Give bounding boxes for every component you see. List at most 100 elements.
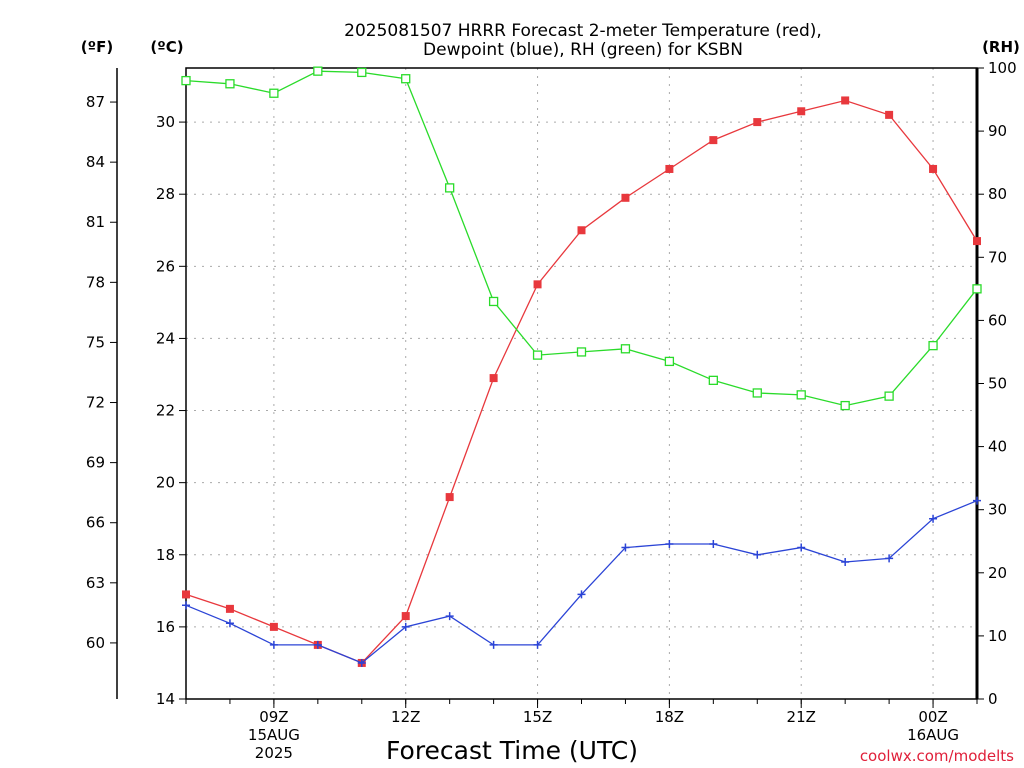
temperature-point — [533, 280, 542, 289]
fahrenheit-tick-label: 78 — [86, 273, 105, 291]
rh-tick-label: 90 — [988, 122, 1007, 140]
rh-point — [532, 350, 543, 360]
temperature-point — [577, 226, 586, 235]
dewpoint-point — [577, 590, 586, 599]
rh-point — [401, 74, 411, 84]
dewpoint-point — [225, 619, 234, 628]
data-series — [181, 66, 982, 667]
temperature-point — [445, 493, 454, 502]
dewpoint-point — [885, 554, 894, 563]
rh-tick-label: 30 — [988, 501, 1007, 519]
temperature-point — [269, 622, 278, 631]
rh-point — [357, 67, 367, 78]
rh-point — [972, 284, 982, 294]
rh-point — [576, 347, 587, 357]
dewpoint-point — [797, 543, 806, 552]
rh-point — [313, 66, 323, 76]
rh-tick-label: 10 — [988, 627, 1007, 645]
temperature-point — [709, 136, 718, 145]
rh-tick-label: 50 — [988, 375, 1007, 393]
x-tick-label: 16AUG — [907, 726, 959, 744]
x-tick-label: 15AUG — [248, 726, 300, 744]
fahrenheit-tick-label: 87 — [86, 93, 105, 111]
series-dewpoint — [182, 496, 981, 667]
dewpoint-point — [973, 496, 981, 505]
temperature-point — [621, 193, 630, 202]
rh-tick-label: 70 — [988, 248, 1007, 266]
x-tick-label: 09Z — [259, 708, 288, 726]
plot-frame — [185, 67, 978, 700]
rh-point — [928, 340, 938, 351]
fahrenheit-tick-label: 72 — [86, 394, 105, 412]
rh-point — [664, 356, 675, 367]
fahrenheit-tick-label: 69 — [86, 454, 105, 472]
rh-point — [269, 88, 279, 98]
rh-tick-label: 60 — [988, 311, 1007, 329]
rh-point — [620, 344, 631, 354]
temperature-point — [489, 374, 498, 383]
series-temperature — [182, 96, 981, 667]
temperature-point — [885, 110, 894, 119]
series-rh — [181, 66, 982, 411]
chart-subtitle: Dewpoint (blue), RH (green) for KSBN — [423, 40, 743, 60]
dewpoint-point — [533, 640, 542, 649]
dewpoint-point — [401, 622, 410, 631]
rh-point — [488, 296, 499, 307]
fahrenheit-tick-label: 75 — [86, 333, 105, 351]
axes: 14 16 18 20 22 24 26 28 30 60 63 66 69 72 75 78 81 84 87 0 1… — [86, 59, 1017, 762]
rh-axis-unit: (RH) — [982, 38, 1020, 56]
rh-point — [840, 400, 850, 411]
x-tick-label: 00Z — [918, 708, 947, 726]
celsius-axis-unit: (ºC) — [150, 38, 183, 56]
rh-point — [445, 183, 455, 193]
celsius-tick-label: 22 — [156, 402, 175, 420]
rh-point — [225, 79, 235, 89]
x-tick-label: 12Z — [391, 708, 420, 726]
grid-lines — [186, 68, 977, 699]
x-axis-label: Forecast Time (UTC) — [386, 736, 638, 765]
dewpoint-point — [357, 658, 366, 667]
rh-point — [181, 75, 191, 86]
temperature-point — [225, 604, 234, 613]
celsius-tick-label: 26 — [156, 257, 175, 275]
dewpoint-point — [445, 612, 454, 621]
celsius-tick-label: 24 — [156, 329, 175, 347]
rh-tick-label: 40 — [988, 438, 1007, 456]
rh-point — [796, 390, 806, 400]
rh-point — [884, 391, 894, 401]
celsius-tick-label: 20 — [156, 474, 175, 492]
celsius-tick-label: 16 — [156, 618, 175, 636]
x-tick-label: 15Z — [523, 708, 552, 726]
temperature-point — [182, 590, 190, 599]
chart-title: 2025081507 HRRR Forecast 2-meter Tempera… — [344, 21, 822, 41]
dewpoint-point — [182, 601, 190, 610]
fahrenheit-tick-label: 63 — [86, 574, 105, 592]
temperature-point — [665, 164, 674, 173]
credit-text: coolwx.com/modelts — [860, 747, 1014, 765]
dewpoint-point — [313, 640, 322, 649]
series-line-dewpoint — [185, 500, 978, 664]
temperature-point — [753, 118, 762, 127]
fahrenheit-tick-label: 60 — [86, 634, 105, 652]
fahrenheit-tick-label: 81 — [86, 213, 105, 231]
celsius-tick-label: 18 — [156, 546, 175, 564]
dewpoint-point — [753, 550, 762, 559]
celsius-tick-label: 30 — [156, 113, 175, 131]
dewpoint-point — [665, 539, 674, 548]
dewpoint-point — [709, 539, 718, 548]
x-tick-label: 21Z — [787, 708, 816, 726]
rh-tick-label: 100 — [988, 59, 1017, 77]
temperature-point — [841, 96, 850, 105]
rh-tick-label: 80 — [988, 185, 1007, 203]
temperature-point — [973, 237, 981, 246]
rh-tick-label: 0 — [988, 690, 998, 708]
dewpoint-point — [269, 640, 278, 649]
temperature-point — [929, 164, 938, 173]
rh-point — [708, 375, 718, 385]
dewpoint-point — [621, 543, 630, 552]
x-tick-label: 2025 — [255, 744, 293, 762]
fahrenheit-tick-label: 66 — [86, 514, 105, 532]
rh-point — [752, 388, 762, 398]
fahrenheit-tick-label: 84 — [86, 153, 105, 171]
